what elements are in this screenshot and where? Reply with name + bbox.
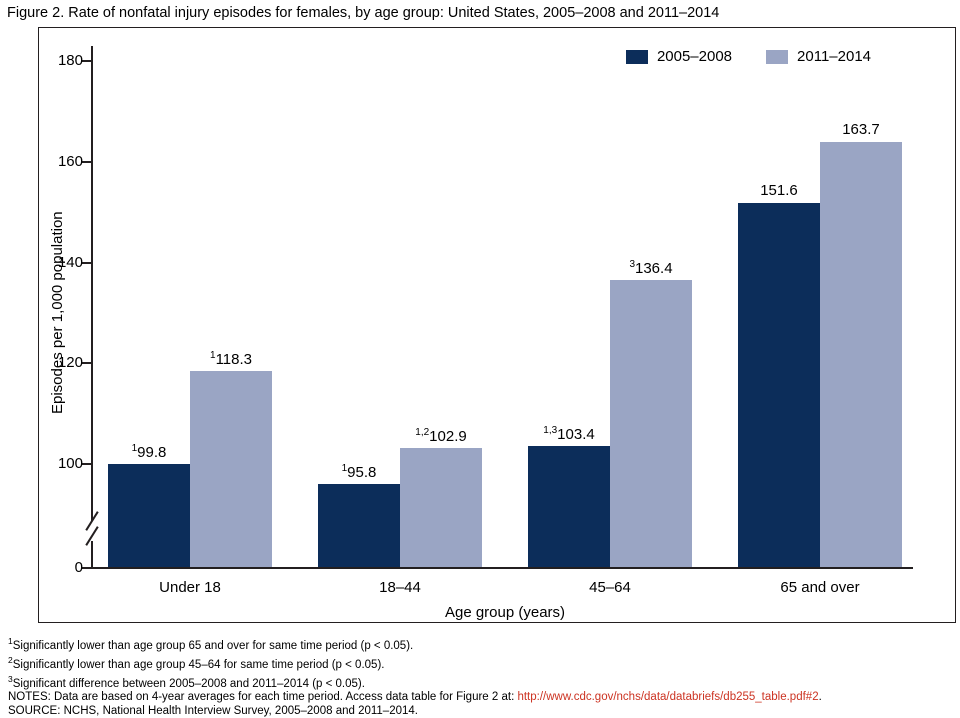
figure-title: Figure 2. Rate of nonfatal injury episod… — [7, 5, 719, 21]
x-axis-title: Age group (years) — [355, 604, 655, 621]
legend-label-2005-2008: 2005–2008 — [657, 48, 732, 65]
y-tick-label: 100 — [39, 456, 83, 472]
bar-value-sup: 1,2 — [415, 427, 429, 438]
y-axis-line — [91, 46, 93, 569]
bar-2011–2014-45–64 — [610, 280, 692, 567]
bar-2005–2008-18–44 — [318, 484, 400, 567]
data-table-link[interactable]: http://www.cdc.gov/nchs/data/databriefs/… — [517, 691, 818, 703]
y-axis-title: Episodes per 1,000 population — [47, 148, 69, 478]
y-tick-mark — [82, 262, 91, 264]
bar-value-sup: 1 — [210, 350, 216, 361]
x-axis-category-label: 65 and over — [740, 579, 900, 596]
x-axis-category-label: 18–44 — [320, 579, 480, 596]
x-axis-category-label: 45–64 — [530, 579, 690, 596]
footnote-1-text: Significantly lower than age group 65 an… — [13, 640, 414, 652]
bar-2011–2014-65-and-over — [820, 142, 902, 567]
notes-prefix: NOTES: Data are based on 4-year averages… — [8, 691, 517, 703]
legend-swatch-2011-2014 — [766, 50, 788, 64]
bar-value-label: 151.6 — [719, 182, 839, 199]
y-tick-mark — [82, 60, 91, 62]
bar-2005–2008-Under-18 — [108, 464, 190, 567]
footnote-2-text: Significantly lower than age group 45–64… — [13, 659, 385, 671]
y-tick-mark — [82, 161, 91, 163]
bar-value-label: 1,2102.9 — [381, 427, 501, 445]
source-line: SOURCE: NCHS, National Health Interview … — [8, 704, 822, 718]
bar-2005–2008-65-and-over — [738, 203, 820, 567]
bar-value-sup: 3 — [629, 259, 635, 270]
bar-value-label: 163.7 — [801, 121, 921, 138]
bar-value-sup: 1 — [342, 463, 348, 474]
bar-value-sup: 1,3 — [543, 425, 557, 436]
x-axis-line — [91, 567, 913, 569]
bar-value-label: 3136.4 — [591, 259, 711, 277]
y-tick-mark — [82, 567, 91, 569]
bar-value-label: 199.8 — [89, 443, 209, 461]
bar-value-sup: 1 — [132, 443, 138, 454]
bar-value-label: 1118.3 — [171, 350, 291, 368]
footnotes: 1Significantly lower than age group 65 a… — [8, 634, 822, 718]
legend-swatch-2005-2008 — [626, 50, 648, 64]
x-axis-category-label: Under 18 — [110, 579, 270, 596]
figure-page: Figure 2. Rate of nonfatal injury episod… — [0, 0, 960, 718]
y-tick-label: 120 — [39, 355, 83, 371]
legend: 2005–2008 2011–2014 — [626, 48, 871, 65]
bar-2005–2008-45–64 — [528, 446, 610, 567]
bar-value-label: 195.8 — [299, 463, 419, 481]
legend-label-2011-2014: 2011–2014 — [797, 48, 871, 65]
y-tick-mark — [82, 362, 91, 364]
bar-value-label: 1,3103.4 — [509, 425, 629, 443]
notes-line: NOTES: Data are based on 4-year averages… — [8, 690, 822, 704]
y-tick-label: 180 — [39, 53, 83, 69]
y-tick-label: 0 — [39, 560, 83, 576]
y-tick-label: 160 — [39, 154, 83, 170]
legend-item-2005-2008: 2005–2008 — [626, 48, 732, 65]
chart-frame: 2005–2008 2011–2014 Episodes per 1,000 p… — [38, 27, 956, 623]
y-tick-label: 140 — [39, 255, 83, 271]
footnote-2: 2Significantly lower than age group 45–6… — [8, 653, 822, 672]
notes-suffix: . — [819, 691, 822, 703]
legend-item-2011-2014: 2011–2014 — [766, 48, 871, 65]
footnote-3-text: Significant difference between 2005–2008… — [13, 677, 365, 689]
y-tick-mark — [82, 463, 91, 465]
footnote-1: 1Significantly lower than age group 65 a… — [8, 634, 822, 653]
footnote-3: 3Significant difference between 2005–200… — [8, 672, 822, 691]
bar-2011–2014-Under-18 — [190, 371, 272, 567]
